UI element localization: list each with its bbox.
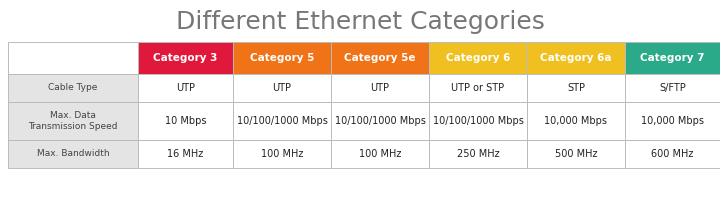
Text: Category 5e: Category 5e bbox=[344, 53, 415, 63]
Text: 10,000 Mbps: 10,000 Mbps bbox=[544, 116, 608, 126]
Text: 10 Mbps: 10 Mbps bbox=[165, 116, 206, 126]
Bar bbox=[527, 140, 625, 168]
Text: Max. Bandwidth: Max. Bandwidth bbox=[37, 150, 109, 158]
Text: 16 MHz: 16 MHz bbox=[167, 149, 204, 159]
Text: Category 3: Category 3 bbox=[153, 53, 217, 63]
Text: Cable Type: Cable Type bbox=[48, 84, 98, 92]
Text: UTP: UTP bbox=[176, 83, 195, 93]
Bar bbox=[233, 74, 331, 102]
Text: STP: STP bbox=[567, 83, 585, 93]
Text: Category 5: Category 5 bbox=[250, 53, 314, 63]
Bar bbox=[625, 42, 720, 74]
Bar bbox=[138, 140, 233, 168]
Bar bbox=[233, 42, 331, 74]
Bar bbox=[429, 74, 527, 102]
Bar bbox=[527, 42, 625, 74]
Bar bbox=[331, 140, 429, 168]
Text: S/FTP: S/FTP bbox=[659, 83, 686, 93]
Bar bbox=[331, 74, 429, 102]
Bar bbox=[138, 102, 233, 140]
Text: Max. Data
Transmission Speed: Max. Data Transmission Speed bbox=[28, 111, 118, 131]
Bar bbox=[625, 102, 720, 140]
Text: 10/100/1000 Mbps: 10/100/1000 Mbps bbox=[237, 116, 328, 126]
Text: 100 MHz: 100 MHz bbox=[359, 149, 401, 159]
Text: 250 MHz: 250 MHz bbox=[456, 149, 499, 159]
Text: UTP: UTP bbox=[371, 83, 390, 93]
Text: Category 7: Category 7 bbox=[640, 53, 705, 63]
Text: UTP or STP: UTP or STP bbox=[451, 83, 505, 93]
Bar bbox=[8, 102, 138, 140]
Bar bbox=[429, 140, 527, 168]
Text: 100 MHz: 100 MHz bbox=[261, 149, 303, 159]
Text: 10/100/1000 Mbps: 10/100/1000 Mbps bbox=[335, 116, 426, 126]
Bar bbox=[138, 74, 233, 102]
Bar bbox=[429, 102, 527, 140]
Bar bbox=[625, 140, 720, 168]
Bar bbox=[527, 74, 625, 102]
Bar bbox=[138, 42, 233, 74]
Text: 10,000 Mbps: 10,000 Mbps bbox=[641, 116, 704, 126]
Text: 500 MHz: 500 MHz bbox=[554, 149, 598, 159]
Bar bbox=[233, 140, 331, 168]
Bar bbox=[8, 140, 138, 168]
Text: 600 MHz: 600 MHz bbox=[652, 149, 693, 159]
Bar bbox=[8, 42, 138, 74]
Text: UTP: UTP bbox=[272, 83, 292, 93]
Bar bbox=[625, 74, 720, 102]
Text: Category 6a: Category 6a bbox=[540, 53, 612, 63]
Bar bbox=[331, 102, 429, 140]
Bar bbox=[331, 42, 429, 74]
Bar bbox=[8, 74, 138, 102]
Bar bbox=[233, 102, 331, 140]
Text: Category 6: Category 6 bbox=[446, 53, 510, 63]
Bar bbox=[527, 102, 625, 140]
Text: Different Ethernet Categories: Different Ethernet Categories bbox=[176, 10, 544, 34]
Bar bbox=[429, 42, 527, 74]
Text: 10/100/1000 Mbps: 10/100/1000 Mbps bbox=[433, 116, 523, 126]
